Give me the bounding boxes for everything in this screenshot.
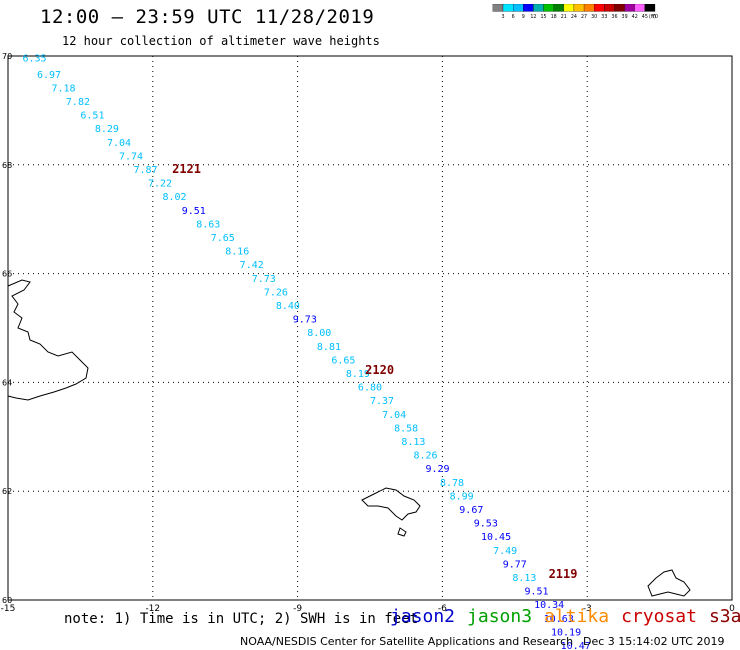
pass-number-label: 2119	[549, 567, 578, 581]
wave-height-point: 10.45	[481, 532, 511, 543]
wave-height-point: 7.22	[148, 179, 172, 190]
credit-text: NOAA/NESDIS Center for Satellite Applica…	[240, 635, 574, 648]
legend-tick-label: 27	[581, 14, 587, 20]
legend-tick-label: 9	[522, 14, 525, 20]
wave-height-point: 8.40	[276, 301, 300, 312]
wave-height-point: 7.04	[382, 410, 406, 421]
legend-tick-label: 42	[632, 14, 638, 20]
color-legend: 3 6 9 12 15 18 21 24 27 30 33 36 39 42 45 70(ft)	[492, 4, 658, 20]
wave-height-point: 8.99	[450, 491, 474, 502]
y-tick-label: 68	[2, 161, 12, 170]
legend-tick-label: 6	[512, 14, 515, 20]
wave-height-point: 9.29	[426, 464, 450, 475]
page-subtitle: 12 hour collection of altimeter wave hei…	[62, 34, 380, 48]
wave-height-point: 8.78	[440, 478, 464, 489]
pass-number-label: 2121	[172, 162, 201, 176]
wave-height-point: 9.73	[293, 315, 317, 326]
y-tick-label: 70	[2, 52, 12, 61]
legend-tick-label: 30	[591, 14, 597, 20]
satellite-name: altika	[544, 606, 610, 627]
legend-tick-label: 39	[622, 14, 628, 20]
legend-tick-label: 18	[551, 14, 557, 20]
wave-height-point: 9.51	[182, 206, 206, 217]
wave-height-point: 6.80	[358, 383, 382, 394]
plot-frame	[7, 55, 733, 601]
wave-height-point: 9.77	[503, 559, 527, 570]
wave-height-point: 7.37	[370, 396, 394, 407]
wave-height-point: 9.53	[474, 519, 498, 530]
wave-height-point: 7.82	[66, 97, 90, 108]
x-tick-label: -9	[293, 604, 302, 614]
satellite-name: jason3	[467, 606, 533, 627]
wave-height-point: 8.19	[346, 369, 370, 380]
wave-height-point: 9.51	[524, 587, 548, 598]
wave-height-point: 8.13	[401, 437, 425, 448]
x-tick-label: -6	[438, 604, 447, 614]
x-tick-label: -12	[145, 604, 160, 614]
wave-height-point: 6.65	[331, 355, 355, 366]
legend-tick-label: 21	[561, 14, 567, 20]
wave-height-point: 7.74	[119, 151, 143, 162]
x-tick-label: -3	[583, 604, 592, 614]
wave-height-point: 7.73	[252, 274, 276, 285]
faroe-islands-coastline	[361, 487, 421, 537]
wave-height-point: 8.16	[225, 247, 249, 258]
x-tick-label: -15	[1, 604, 16, 614]
wave-height-point: 6.97	[37, 70, 61, 81]
wave-height-point: 8.29	[95, 124, 119, 135]
legend-tick-label: 45	[642, 14, 648, 20]
wave-height-point: 7.04	[107, 138, 131, 149]
wave-height-point: 7.87	[133, 165, 157, 176]
wave-height-point: 7.49	[493, 546, 517, 557]
wave-height-point: 7.65	[211, 233, 235, 244]
wave-height-point: 6.35	[22, 53, 46, 64]
footnote: note: 1) Time is in UTC; 2) SWH is in fe…	[64, 611, 419, 627]
legend-unit-label: (ft)	[649, 14, 656, 20]
satellite-name: cryosat	[621, 606, 697, 627]
satellite-legend: jason2 jason3 altika cryosat s3a	[390, 606, 740, 627]
iceland-coastline	[7, 279, 89, 401]
satellite-name: s3a	[708, 606, 740, 627]
pass-number-label: 2120	[365, 363, 394, 377]
wave-height-point: 7.26	[264, 287, 288, 298]
legend-tick-label: 3	[501, 14, 504, 20]
wave-height-point: 9.67	[459, 505, 483, 516]
legend-tick-label: 36	[611, 14, 617, 20]
wave-height-point: 7.18	[51, 83, 75, 94]
y-tick-label: 60	[2, 596, 12, 605]
legend-tick-label: 70	[652, 14, 658, 20]
page-title: 12:00 – 23:59 UTC 11/28/2019	[40, 6, 375, 28]
wave-height-point: 8.58	[394, 423, 418, 434]
wave-height-point: 8.63	[196, 219, 220, 230]
satellite-name: jason2	[390, 606, 456, 627]
legend-tick-label: 33	[601, 14, 607, 20]
wave-height-point: 10.19	[551, 627, 581, 638]
wave-height-point: 10.47	[561, 641, 591, 650]
shetland-coastline	[647, 569, 691, 597]
legend-tick-label: 15	[540, 14, 546, 20]
y-tick-label: 62	[2, 487, 12, 496]
y-tick-label: 66	[2, 270, 12, 279]
wave-height-point: 8.02	[162, 192, 186, 203]
timestamp-text: Dec 3 15:14:02 UTC 2019	[583, 635, 725, 648]
wave-height-point: 10.34	[534, 600, 564, 611]
x-tick-label: 0	[729, 604, 735, 614]
wave-height-point: 8.26	[413, 451, 437, 462]
legend-tick-label: 24	[571, 14, 577, 20]
wave-height-point: 6.51	[80, 111, 104, 122]
legend-tick-label: 12	[530, 14, 536, 20]
wave-height-point: 8.00	[307, 328, 331, 339]
wave-height-point: 8.81	[317, 342, 341, 353]
wave-height-point: 7.42	[240, 260, 264, 271]
legend-swatch	[644, 4, 656, 12]
wave-height-point: 8.13	[512, 573, 536, 584]
wave-height-point: 10.63	[544, 614, 574, 625]
y-tick-label: 64	[2, 378, 12, 387]
